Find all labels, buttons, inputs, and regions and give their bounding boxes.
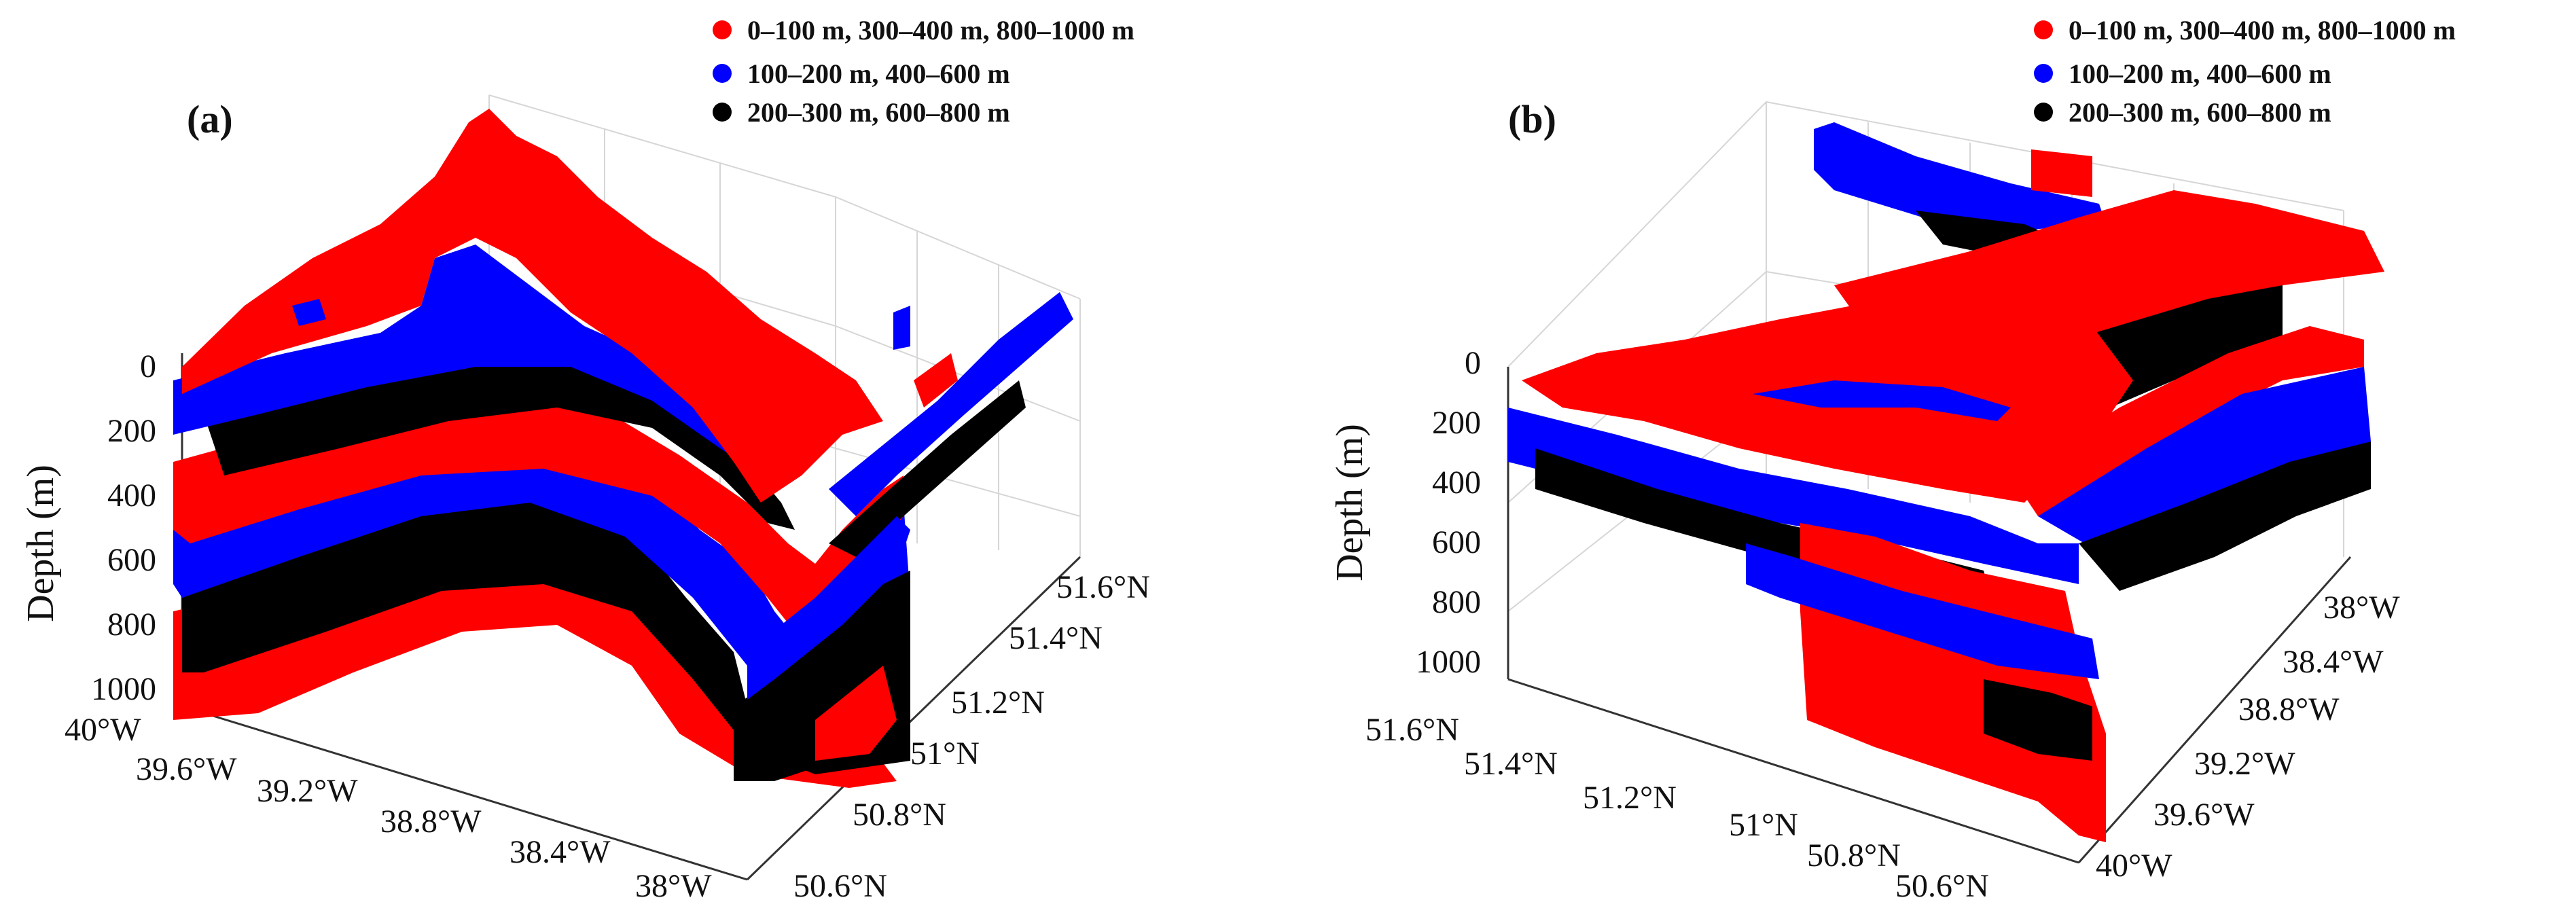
panel-b-z-tick: 400	[1432, 465, 1481, 501]
panel-a-z-tick: 400	[107, 477, 156, 513]
panel-b-z-tick: 200	[1432, 405, 1481, 441]
panel-b-lon-tick: 38.8°W	[2238, 691, 2340, 727]
panel-a-lat-tick: 51.2°N	[951, 685, 1045, 721]
panel-b-lat-tick: 51°N	[1729, 807, 1798, 843]
legend-label: 100–200 m, 400–600 m	[2069, 58, 2331, 89]
panel-b-lon-tick: 40°W	[2096, 848, 2172, 884]
panel-b-wing-black	[2079, 442, 2371, 591]
panel-a-band-blue-lower	[173, 442, 910, 720]
legend-label: 200–300 m, 600–800 m	[2069, 97, 2331, 128]
panel-b-lat-tick: 51.6°N	[1365, 712, 1459, 748]
panel-b-z-tick: 1000	[1416, 644, 1481, 680]
legend-marker-red	[713, 20, 732, 39]
legend-label: 0–100 m, 300–400 m, 800–1000 m	[747, 15, 1134, 46]
panel-a-lon-tick: 39.2°W	[257, 773, 358, 809]
panel-a-lon-tick: 38.8°W	[380, 804, 482, 840]
panel-b-z-tick: 0	[1465, 345, 1481, 381]
panel-a-z-tick: 600	[107, 542, 156, 578]
panel-b-lat-tick: 50.8°N	[1807, 837, 1901, 873]
panel-a-patch-red-right	[914, 353, 958, 408]
panel-a-patch-blue-right	[893, 306, 910, 350]
panel-b: (b) Depth (m) 0 200 400 600 800 1000 51.…	[1329, 15, 2456, 904]
panel-b-lon-tick: 38.4°W	[2283, 644, 2384, 680]
panel-b-lon-tick: 39.2°W	[2194, 746, 2295, 782]
panel-b-block-black	[1984, 679, 2092, 761]
panel-b-plate-blue	[1508, 408, 2079, 584]
panel-b-lat-tick: 50.6°N	[1895, 868, 1989, 904]
panel-b-lon-tick: 39.6°W	[2153, 797, 2255, 833]
panel-b-wing-blue	[2038, 367, 2371, 564]
panel-a-z-tick: 200	[107, 413, 156, 449]
panel-b-z-tick: 800	[1432, 584, 1481, 620]
panel-b-band-blue-top	[1814, 122, 2106, 231]
panel-a-lat-tick: 51.6°N	[1056, 569, 1150, 605]
panel-b-block-blue	[1746, 543, 2099, 679]
panel-a-z-tick: 800	[107, 607, 156, 643]
legend-marker-black	[2034, 103, 2053, 122]
panel-a-points	[173, 109, 1073, 788]
panel-a-lat-ticks: 50.6°N 50.8°N 51°N 51.2°N 51.4°N 51.6°N	[793, 569, 1150, 904]
legend-marker-red	[2034, 20, 2053, 39]
panel-a-patch-blue	[292, 299, 326, 326]
legend-marker-black	[713, 103, 732, 122]
panel-b-lon-ticks: 40°W 39.6°W 39.2°W 38.8°W 38.4°W 38°W	[2096, 590, 2400, 884]
panel-b-wing-red	[2011, 326, 2364, 516]
panel-a-lon-tick: 38.4°W	[509, 834, 611, 870]
panel-b-points	[1508, 122, 2384, 842]
panel-a-lat-tick: 51°N	[910, 736, 980, 772]
panel-b-lat-tick: 51.4°N	[1464, 746, 1558, 782]
panel-b-lat-tick: 51.2°N	[1583, 780, 1677, 816]
panel-a-legend: 0–100 m, 300–400 m, 800–1000 m 100–200 m…	[713, 15, 1134, 128]
panel-a: (a) Depth (m) 0 200 400 600 800 1000 40°…	[20, 15, 1150, 904]
panel-a-z-title: Depth (m)	[20, 465, 62, 622]
panel-a-z-ticks: 0 200 400 600 800 1000	[91, 348, 156, 707]
panel-a-band-red-top	[182, 109, 883, 503]
panel-a-band-black-lower	[182, 489, 910, 774]
panel-a-block-red	[815, 666, 897, 761]
panel-a-lon-ticks: 40°W 39.6°W 39.2°W 38.8°W 38.4°W 38°W	[65, 712, 712, 904]
panel-a-band-red-mid	[173, 394, 904, 632]
panel-b-lon-tick: 38°W	[2323, 590, 2400, 626]
panel-b-patch-red-top	[2031, 149, 2092, 197]
panel-a-lat-tick: 50.6°N	[793, 868, 887, 904]
panel-a-band-blue-right	[829, 292, 1073, 516]
panel-a-band-black-right	[829, 380, 1026, 557]
panel-a-lon-tick: 38°W	[635, 868, 712, 904]
legend-label: 100–200 m, 400–600 m	[747, 58, 1010, 89]
panel-a-z-tick: 0	[140, 348, 156, 384]
legend-label: 0–100 m, 300–400 m, 800–1000 m	[2069, 15, 2456, 46]
legend-marker-blue	[713, 64, 732, 83]
panel-b-inner-blue	[1753, 380, 2011, 421]
panel-b-z-ticks: 0 200 400 600 800 1000	[1416, 345, 1481, 680]
panel-a-lat-tick: 51.4°N	[1009, 620, 1103, 656]
panel-a-lat-tick: 50.8°N	[853, 797, 946, 833]
panel-a-block-blue	[747, 516, 910, 700]
panel-a-lon-tick: 40°W	[65, 712, 141, 748]
panel-a-lon-tick: 39.6°W	[136, 751, 237, 787]
legend-label: 200–300 m, 600–800 m	[747, 97, 1010, 128]
panel-b-label: (b)	[1508, 97, 1556, 141]
panel-a-z-tick: 1000	[91, 671, 156, 707]
panel-b-lat-ticks: 51.6°N 51.4°N 51.2°N 51°N 50.8°N 50.6°N	[1365, 712, 1989, 904]
panel-a-label: (a)	[187, 97, 233, 141]
legend-marker-blue	[2034, 64, 2053, 83]
panel-b-z-title: Depth (m)	[1329, 424, 1371, 581]
panel-a-band-blue-upper	[173, 245, 761, 475]
panel-b-z-tick: 600	[1432, 524, 1481, 560]
panel-b-legend: 0–100 m, 300–400 m, 800–1000 m 100–200 m…	[2034, 15, 2456, 128]
